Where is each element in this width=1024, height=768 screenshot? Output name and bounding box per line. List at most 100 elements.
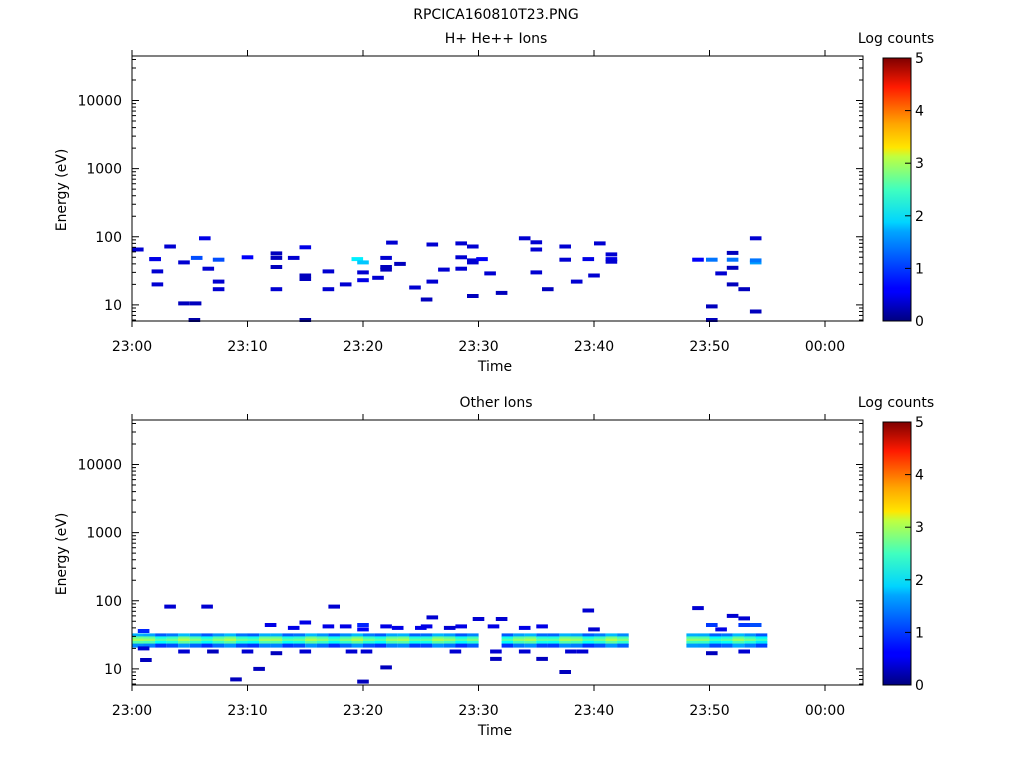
heatmap-cell [738, 287, 750, 292]
heatmap-cell [188, 318, 201, 322]
colorbar-tick-label: 4 [915, 104, 924, 120]
heatmap-cell [397, 633, 410, 638]
heatmap-cell [570, 641, 583, 645]
heatmap-cell [536, 641, 548, 645]
heatmap-cell [570, 638, 583, 643]
heatmap-cell [432, 633, 444, 638]
heatmap-cell [380, 665, 392, 670]
heatmap-cell [518, 236, 531, 241]
heatmap-cell [732, 641, 745, 645]
heatmap-cell [224, 643, 236, 648]
heatmap-cell [738, 623, 750, 627]
heatmap-cell [224, 641, 236, 645]
heatmap-cell [155, 636, 167, 641]
heatmap-cell [559, 257, 571, 262]
heatmap-cell [518, 649, 531, 654]
heatmap-cell [536, 656, 548, 661]
heatmap-cell [495, 617, 508, 621]
heatmap-cell [316, 636, 329, 641]
heatmap-cell [380, 624, 392, 629]
heatmap-cell [547, 643, 560, 648]
heatmap-cell [386, 633, 398, 638]
heatmap-cell [524, 638, 537, 643]
heatmap-cell [374, 643, 387, 648]
heatmap-cell [605, 633, 618, 638]
heatmap-cell [143, 636, 156, 641]
heatmap-cells [132, 604, 768, 684]
y-tick-label: 10000 [77, 94, 122, 110]
colorbar-tick-label: 3 [915, 520, 924, 536]
heatmap-cell [501, 633, 514, 638]
heatmap-cell [582, 608, 595, 613]
heatmap-cell [721, 638, 733, 643]
plot-frame [131, 419, 864, 686]
heatmap-cell [305, 638, 317, 643]
heatmap-cell [467, 638, 479, 643]
heatmap-cell [178, 649, 190, 654]
heatmap-cell [143, 638, 156, 643]
heatmap-cell [738, 649, 750, 654]
heatmap-cell [536, 633, 548, 638]
heatmap-cell [706, 623, 718, 627]
heatmap-cell [559, 244, 571, 249]
colorbar-label: Log counts [858, 395, 934, 411]
heatmap-cell [501, 638, 514, 643]
heatmap-cell [559, 633, 571, 638]
heatmap-cell [339, 282, 352, 287]
heatmap-cell [709, 641, 722, 645]
heatmap-cell [166, 636, 179, 641]
panel-h-he-ions: H+ He++ Ions Log counts 23:00 23:10 23:20 2… [54, 31, 934, 375]
heatmap-cell [363, 641, 375, 645]
heatmap-cell [201, 633, 213, 638]
heatmap-cell [189, 633, 202, 638]
x-tick-label: 23:00 [112, 339, 152, 355]
heatmap-cell [316, 643, 329, 648]
heatmap-cell [467, 294, 479, 298]
heatmap-cell [328, 636, 340, 641]
colorbar-tick-label: 3 [915, 156, 924, 172]
heatmap-cell [374, 638, 387, 643]
heatmap-cell [524, 643, 537, 648]
heatmap-cell [455, 624, 467, 629]
heatmap-cell [316, 638, 329, 643]
heatmap-cell [744, 636, 756, 641]
heatmap-cell [420, 624, 433, 629]
heatmap-cell [299, 245, 312, 250]
heatmap-cell [143, 633, 156, 638]
heatmap-cell [721, 636, 733, 641]
heatmap-cell [247, 636, 260, 641]
heatmap-cell [501, 636, 514, 641]
heatmap-cell [322, 624, 335, 629]
heatmap-cell [190, 255, 203, 260]
heatmap-cell [132, 638, 144, 643]
heatmap-cell [605, 638, 618, 643]
heatmap-cell [270, 265, 283, 269]
heatmap-cell [270, 255, 283, 260]
heatmap-cell [339, 633, 352, 638]
heatmap-cell [576, 649, 589, 654]
y-axis: 10 100 1000 10000 [77, 58, 863, 321]
heatmap-cell [270, 633, 283, 638]
heatmap-cell [351, 257, 364, 262]
colorbar-tick-label: 1 [915, 625, 924, 641]
heatmap-cell [339, 638, 352, 643]
heatmap-cell [293, 636, 306, 641]
heatmap-cell [201, 638, 213, 643]
heatmap-cell [394, 261, 406, 266]
heatmap-cell [374, 636, 387, 641]
heatmap-cell [409, 633, 421, 638]
heatmap-cell [565, 649, 577, 654]
heatmap-cell [744, 641, 756, 645]
x-axis-label: Time [477, 359, 512, 375]
heatmap-cell [755, 641, 768, 645]
heatmap-cell [236, 643, 248, 648]
heatmap-cell [530, 240, 543, 245]
heatmap-cell [617, 643, 629, 648]
heatmap-cell [212, 641, 225, 645]
heatmap-cell [270, 643, 283, 648]
heatmap-cell [212, 287, 225, 292]
heatmap-cell [455, 638, 467, 643]
heatmap-cell [178, 633, 190, 638]
heatmap-cell [328, 641, 340, 645]
heatmap-cell [426, 242, 439, 247]
